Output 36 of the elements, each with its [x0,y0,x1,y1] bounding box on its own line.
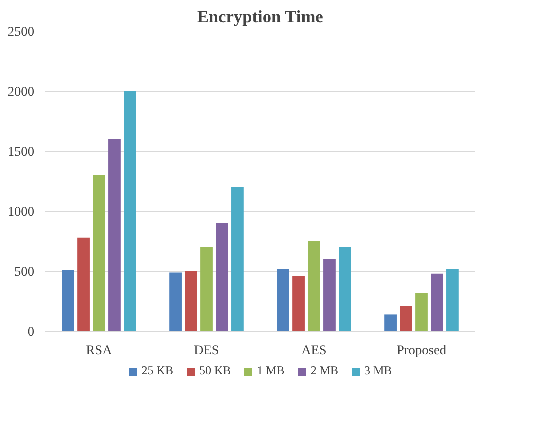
y-tick-label: 500 [14,264,35,279]
bar [232,188,244,332]
bar [216,224,228,332]
bar [339,248,352,332]
bar [185,272,198,332]
x-tick-label: RSA [86,342,113,358]
y-tick-label: 2500 [8,24,35,39]
bar [170,272,182,332]
x-tick-label: DES [194,342,220,358]
x-tick-label: Proposed [396,342,447,358]
y-tick-label: 1500 [8,144,35,159]
bar [416,293,428,332]
legend-label: 50 KB [199,364,232,378]
bar [200,248,213,332]
bar [78,238,90,332]
bar [62,270,74,332]
bar [324,260,336,332]
bar [431,274,444,332]
legend-label: 2 MB [310,364,339,378]
bar [446,269,459,332]
bar [384,314,397,332]
bar [292,276,305,332]
legend-label: 3 MB [364,364,392,378]
y-tick-label: 0 [28,324,35,339]
legend-label: 25 KB [142,364,174,378]
bar [308,242,320,332]
chart-title: Encryption Time [197,8,324,26]
y-tick-label: 1000 [8,204,35,219]
bar [277,269,290,332]
bar [93,176,106,332]
legend-label: 1 MB [257,364,285,378]
x-tick-label: AES [302,342,327,358]
bar [108,140,121,332]
y-tick-label: 2000 [8,84,35,99]
bar [124,92,136,332]
bar [400,306,412,332]
